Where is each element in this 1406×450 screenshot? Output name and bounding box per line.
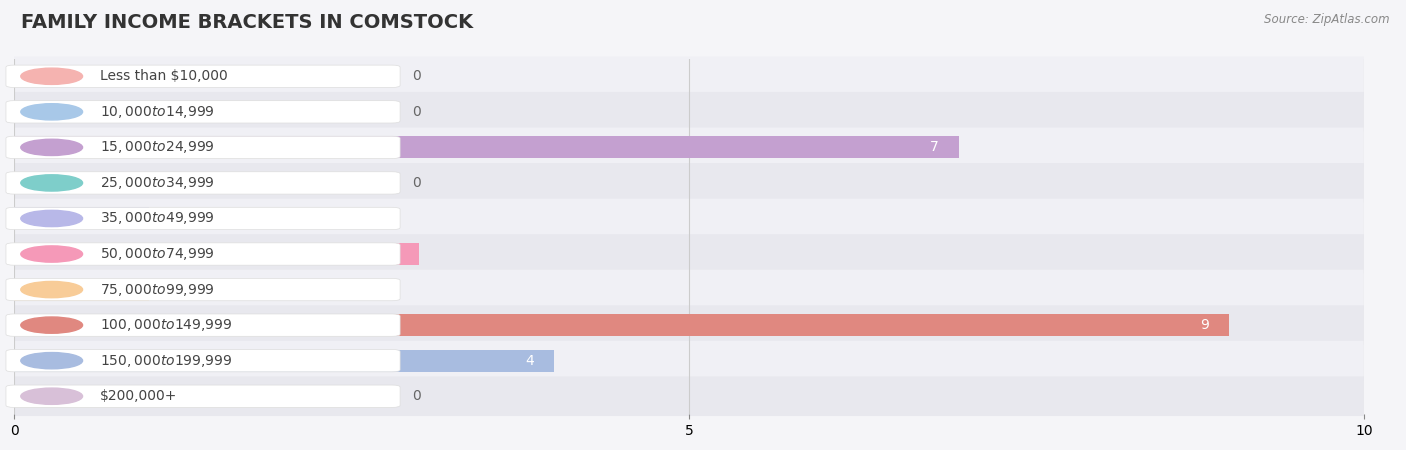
Circle shape xyxy=(21,246,83,262)
Text: 1: 1 xyxy=(120,212,129,225)
Text: $10,000 to $14,999: $10,000 to $14,999 xyxy=(100,104,215,120)
FancyBboxPatch shape xyxy=(6,101,401,123)
FancyBboxPatch shape xyxy=(6,172,401,194)
FancyBboxPatch shape xyxy=(14,198,1364,238)
Circle shape xyxy=(21,210,83,227)
FancyBboxPatch shape xyxy=(6,385,401,407)
Bar xyxy=(14,314,1229,336)
Bar xyxy=(14,243,419,265)
FancyBboxPatch shape xyxy=(14,56,1364,96)
FancyBboxPatch shape xyxy=(14,234,1364,274)
FancyBboxPatch shape xyxy=(14,341,1364,381)
FancyBboxPatch shape xyxy=(14,127,1364,167)
FancyBboxPatch shape xyxy=(6,243,401,265)
Circle shape xyxy=(21,352,83,369)
Text: $50,000 to $74,999: $50,000 to $74,999 xyxy=(100,246,215,262)
Text: 0: 0 xyxy=(412,176,420,190)
Text: FAMILY INCOME BRACKETS IN COMSTOCK: FAMILY INCOME BRACKETS IN COMSTOCK xyxy=(21,14,474,32)
Text: $150,000 to $199,999: $150,000 to $199,999 xyxy=(100,353,232,369)
Circle shape xyxy=(21,175,83,191)
FancyBboxPatch shape xyxy=(14,376,1364,416)
FancyBboxPatch shape xyxy=(6,207,401,230)
Text: 0: 0 xyxy=(412,389,420,403)
Circle shape xyxy=(21,281,83,298)
Text: 9: 9 xyxy=(1199,318,1209,332)
FancyBboxPatch shape xyxy=(14,163,1364,203)
Circle shape xyxy=(21,317,83,333)
Text: $75,000 to $99,999: $75,000 to $99,999 xyxy=(100,282,215,297)
Text: Less than $10,000: Less than $10,000 xyxy=(100,69,228,83)
Circle shape xyxy=(21,388,83,405)
Text: $15,000 to $24,999: $15,000 to $24,999 xyxy=(100,140,215,155)
Bar xyxy=(14,350,554,372)
Circle shape xyxy=(21,104,83,120)
Text: 1: 1 xyxy=(120,283,129,297)
Text: 0: 0 xyxy=(412,69,420,83)
Text: 7: 7 xyxy=(929,140,939,154)
Circle shape xyxy=(21,139,83,156)
Text: $100,000 to $149,999: $100,000 to $149,999 xyxy=(100,317,232,333)
Bar xyxy=(14,136,959,158)
Text: 4: 4 xyxy=(524,354,534,368)
FancyBboxPatch shape xyxy=(6,136,401,158)
Bar xyxy=(14,207,149,230)
FancyBboxPatch shape xyxy=(6,350,401,372)
Text: $25,000 to $34,999: $25,000 to $34,999 xyxy=(100,175,215,191)
Text: Source: ZipAtlas.com: Source: ZipAtlas.com xyxy=(1264,14,1389,27)
FancyBboxPatch shape xyxy=(14,305,1364,345)
Text: $200,000+: $200,000+ xyxy=(100,389,177,403)
FancyBboxPatch shape xyxy=(6,279,401,301)
FancyBboxPatch shape xyxy=(14,92,1364,132)
Bar xyxy=(14,279,149,301)
Text: 3: 3 xyxy=(389,247,399,261)
FancyBboxPatch shape xyxy=(6,314,401,336)
FancyBboxPatch shape xyxy=(6,65,401,87)
Circle shape xyxy=(21,68,83,85)
Text: 0: 0 xyxy=(412,105,420,119)
Text: $35,000 to $49,999: $35,000 to $49,999 xyxy=(100,211,215,226)
FancyBboxPatch shape xyxy=(14,270,1364,310)
